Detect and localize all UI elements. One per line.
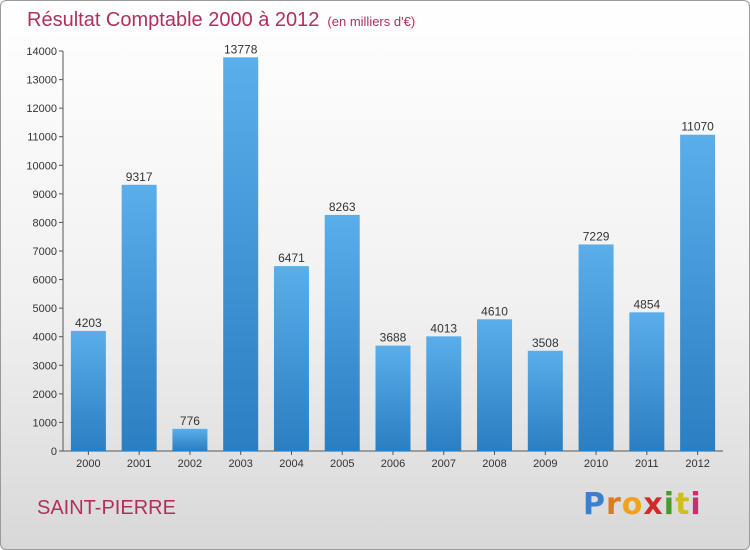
data-label: 9317 (126, 170, 153, 184)
logo-letter: x (643, 487, 664, 522)
data-label: 13778 (224, 42, 258, 56)
bar-chart: 0 1000 2000 3000 4000 5000 6000 7000 8000 9000 100… (26, 42, 723, 470)
data-label: 4854 (633, 297, 660, 311)
x-tick-label: 2002 (178, 458, 202, 470)
y-tick-label: 2000 (33, 389, 57, 401)
y-tick-label: 4000 (33, 332, 57, 344)
bar (223, 57, 259, 451)
bar (324, 214, 360, 451)
y-tick-label: 12000 (26, 103, 57, 115)
y-tick-label: 1000 (33, 417, 57, 429)
data-label: 3688 (380, 331, 407, 345)
y-tick-label: 13000 (26, 75, 57, 87)
y-tick-label: 10000 (26, 160, 57, 172)
bar (375, 345, 411, 451)
y-tick-label: 5000 (33, 303, 57, 315)
chart-title: Résultat Comptable 2000 à 2012 (en millie… (27, 9, 415, 32)
data-label: 4610 (481, 304, 508, 318)
bar (578, 244, 614, 451)
data-label: 7229 (583, 229, 610, 243)
location-label: SAINT-PIERRE (37, 497, 176, 519)
x-tick-label: 2010 (584, 458, 608, 470)
logo-letter: o (621, 487, 644, 522)
proxiti-logo: Proxiti (583, 487, 702, 522)
bar (477, 319, 513, 451)
bar (629, 312, 665, 451)
y-tick-label: 7000 (33, 246, 57, 258)
data-label: 6471 (278, 251, 305, 265)
y-tick-label: 0 (51, 446, 57, 458)
data-label: 4013 (430, 321, 457, 335)
x-tick-label: 2005 (330, 458, 354, 470)
data-label: 4203 (75, 316, 102, 330)
data-label: 8263 (329, 200, 356, 214)
y-tick-label: 8000 (33, 217, 57, 229)
y-tick-label: 6000 (33, 275, 57, 287)
bar (527, 350, 563, 451)
y-tick-label: 3000 (33, 360, 57, 372)
data-label: 11070 (681, 120, 714, 134)
x-tick-label: 2011 (635, 458, 659, 470)
logo-letter: i (690, 487, 702, 522)
bar (70, 330, 106, 451)
logo-letter: i (663, 487, 676, 522)
logo-letter: P (583, 487, 606, 522)
x-tick-label: 2004 (279, 458, 303, 470)
y-tick-label: 14000 (26, 46, 57, 58)
x-tick-label: 2000 (76, 458, 100, 470)
data-label: 3508 (532, 336, 559, 350)
x-tick-label: 2009 (533, 458, 557, 470)
bar (426, 336, 462, 451)
x-tick-label: 2007 (432, 458, 456, 470)
x-tick-label: 2001 (127, 458, 151, 470)
x-tick-label: 2012 (685, 458, 709, 470)
bar (273, 266, 309, 451)
bar (121, 184, 157, 452)
x-tick-label: 2008 (482, 458, 506, 470)
logo-letter: t (675, 487, 691, 522)
x-tick-label: 2006 (381, 458, 405, 470)
y-tick-label: 9000 (33, 189, 57, 201)
x-tick-label: 2003 (228, 458, 252, 470)
data-label: 776 (180, 414, 200, 428)
chart-title-text: Résultat Comptable 2000 à 2012 (27, 9, 320, 31)
bar (680, 134, 716, 451)
bar (172, 428, 208, 451)
chart-subtitle: (en milliers d'€) (327, 14, 416, 29)
y-tick-label: 11000 (27, 132, 57, 144)
logo-letter: r (606, 487, 622, 522)
